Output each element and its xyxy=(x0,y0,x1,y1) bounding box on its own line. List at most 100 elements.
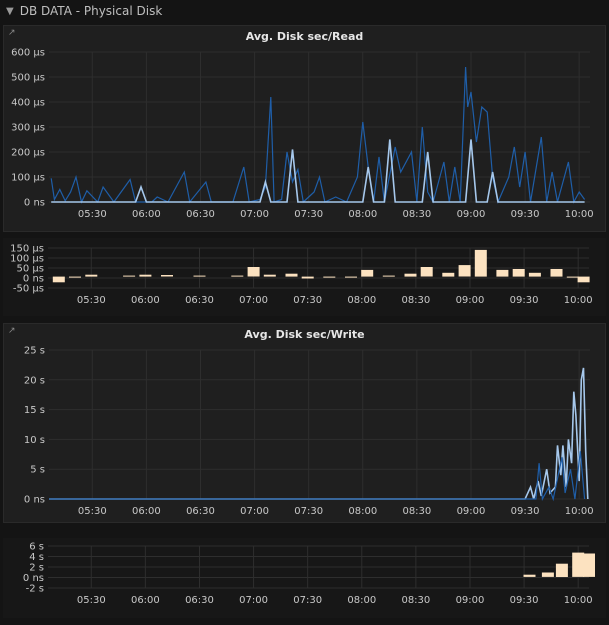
bar xyxy=(361,269,374,277)
bar xyxy=(123,275,136,277)
x-tick-label: 07:00 xyxy=(240,209,269,220)
y-tick-label: 5 s xyxy=(30,465,45,476)
series-line xyxy=(51,139,585,203)
x-tick-label: 06:30 xyxy=(186,209,215,220)
y-tick-label: 25 s xyxy=(24,346,45,357)
x-tick-label: 06:30 xyxy=(185,595,214,606)
row-header[interactable]: ▼ DB DATA - Physical Disk xyxy=(0,0,609,22)
bar xyxy=(247,267,260,277)
y-tick-label: 200 µs xyxy=(11,148,45,159)
y-tick-label: 500 µs xyxy=(11,73,45,84)
write-chart: 25 s 20 s 15 s 10 s 5 s 0 ns 05:30 06:00 06:30 07… xyxy=(24,346,594,518)
x-tick-label: 05:30 xyxy=(77,595,106,606)
y-tick-label: 0 ns xyxy=(23,274,44,285)
bar xyxy=(566,276,579,278)
bar xyxy=(420,267,433,277)
y-tick-label: 6 s xyxy=(29,542,44,553)
bar xyxy=(382,275,395,277)
y-tick-label: -50 µs xyxy=(13,284,44,295)
row-title: DB DATA - Physical Disk xyxy=(19,4,163,18)
y-tick-label: 100 µs xyxy=(11,173,45,184)
write-bar-svg: 6 s4 s2 s0 ns-2 s 05:30 06:00 06:30 07:00 07:… xyxy=(23,542,595,606)
x-tick-label: 09:00 xyxy=(457,209,486,220)
bar xyxy=(442,272,455,277)
bar xyxy=(404,273,417,277)
x-tick-label: 07:30 xyxy=(293,295,322,306)
x-tick-label: 06:00 xyxy=(131,295,160,306)
x-tick-label: 09:30 xyxy=(511,209,540,220)
x-tick-label: 10:00 xyxy=(565,506,594,517)
bar xyxy=(541,572,554,577)
read-panel: ↗ Avg. Disk sec/Read 600 µs 500 µs 400 µs 3… xyxy=(3,25,606,232)
x-tick-label: 07:00 xyxy=(239,295,268,306)
x-tick-label: 07:30 xyxy=(294,209,323,220)
bar xyxy=(193,275,206,277)
y-tick-label: 600 µs xyxy=(11,48,45,59)
x-tick-label: 09:00 xyxy=(457,506,486,517)
bar xyxy=(512,269,525,277)
panel-title[interactable]: Avg. Disk sec/Read xyxy=(245,30,364,43)
x-tick-label: 07:30 xyxy=(293,595,322,606)
write-panel: ↗ Avg. Disk sec/Write 25 s 20 s 15 s 10 s 5 … xyxy=(3,323,606,523)
bar xyxy=(523,574,536,577)
y-tick-label: 10 s xyxy=(24,435,45,446)
x-tick-label: 08:30 xyxy=(402,506,431,517)
series-line xyxy=(49,451,586,502)
x-tick-label: 07:30 xyxy=(294,506,323,517)
y-tick-label: 100 µs xyxy=(10,254,44,265)
panel-link-icon[interactable]: ↗ xyxy=(8,326,16,336)
x-tick-label: 09:30 xyxy=(510,595,539,606)
bar xyxy=(555,563,568,577)
x-tick-label: 06:00 xyxy=(132,209,161,220)
y-tick-label: 0 ns xyxy=(23,573,44,584)
x-tick-label: 05:30 xyxy=(77,295,106,306)
y-tick-label: 150 µs xyxy=(10,244,44,255)
y-tick-label: 300 µs xyxy=(11,123,45,134)
bar xyxy=(301,276,314,279)
y-tick-label: 0 ns xyxy=(24,495,45,506)
bar xyxy=(69,276,81,278)
x-tick-label: 06:30 xyxy=(186,506,215,517)
x-tick-label: 06:00 xyxy=(131,595,160,606)
x-tick-label: 06:00 xyxy=(132,506,161,517)
bar xyxy=(528,272,541,277)
x-tick-label: 10:00 xyxy=(564,295,593,306)
y-tick-label: 50 µs xyxy=(17,264,44,275)
x-tick-label: 09:00 xyxy=(456,595,485,606)
chevron-down-icon[interactable]: ▼ xyxy=(6,5,14,17)
y-tick-label: 0 ns xyxy=(24,198,45,209)
panel-link-icon[interactable]: ↗ xyxy=(8,28,16,38)
bar xyxy=(583,553,595,577)
bar xyxy=(458,265,471,277)
x-tick-label: 08:00 xyxy=(347,595,376,606)
bar xyxy=(345,276,357,278)
y-tick-label: 400 µs xyxy=(11,98,45,109)
x-tick-label: 08:30 xyxy=(401,595,430,606)
panel-title[interactable]: Avg. Disk sec/Write xyxy=(244,328,365,341)
bar xyxy=(577,276,590,283)
x-tick-label: 09:30 xyxy=(511,506,540,517)
x-tick-label: 09:00 xyxy=(456,295,485,306)
bar xyxy=(231,275,244,277)
x-tick-label: 08:00 xyxy=(347,295,376,306)
x-tick-label: 07:00 xyxy=(240,506,269,517)
x-tick-label: 08:00 xyxy=(348,209,377,220)
x-tick-label: 10:00 xyxy=(565,209,594,220)
y-tick-label: 20 s xyxy=(24,375,45,386)
read-bar-chart: 150 µs 100 µs 50 µs 0 ns -50 µs 05:30 06:00 06:… xyxy=(3,238,606,316)
series-line xyxy=(50,66,586,204)
y-tick-label: -2 s xyxy=(26,584,44,595)
x-tick-label: 08:00 xyxy=(348,506,377,517)
bar xyxy=(572,552,585,577)
bar xyxy=(263,274,276,277)
x-tick-label: 10:00 xyxy=(564,595,593,606)
bar xyxy=(474,249,487,277)
x-tick-label: 05:30 xyxy=(78,209,107,220)
series-line xyxy=(49,367,589,500)
x-tick-label: 08:30 xyxy=(401,295,430,306)
x-tick-label: 05:30 xyxy=(78,506,107,517)
bar xyxy=(85,274,98,277)
y-tick-label: 4 s xyxy=(29,552,44,563)
read-chart: 600 µs 500 µs 400 µs 300 µs 200 µs 100 µs 0 ns… xyxy=(11,48,594,221)
